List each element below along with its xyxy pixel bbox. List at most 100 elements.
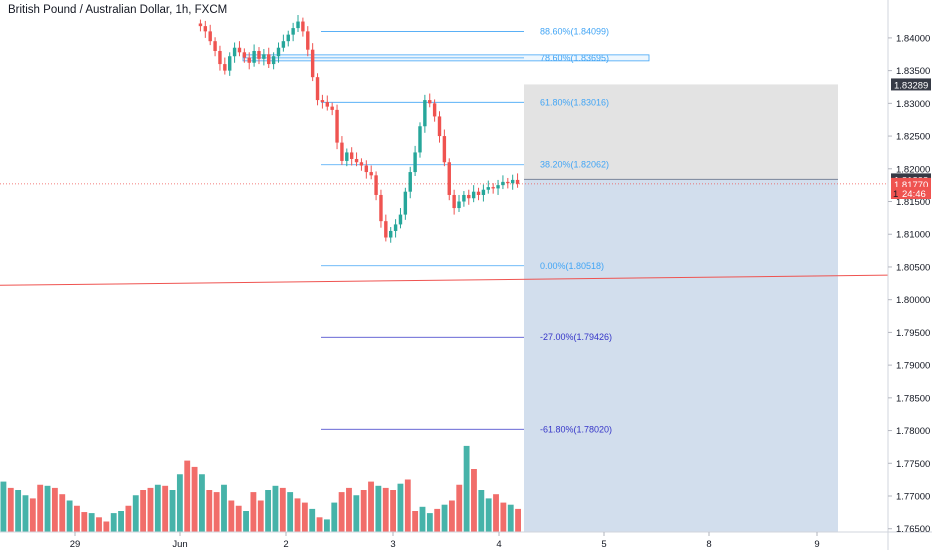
candle-body-20 [296,21,300,29]
candle-body-47 [428,100,432,104]
y-tick-label-4: 1.82000 [896,164,930,175]
candle-body-33 [359,162,364,166]
candle-body-52 [452,194,456,209]
volume-bar-36 [265,490,272,532]
candle-body-17 [281,41,286,48]
y-tick-label-12: 1.78000 [896,426,930,437]
volume-bar-50 [368,481,374,532]
volume-bar-8 [59,494,66,532]
volume-bar-57 [419,506,426,532]
fib-label-1: 78.60%(1.83695) [540,53,609,63]
volume-bar-24 [176,474,183,532]
volume-bar-25 [184,460,191,532]
volume-bar-37 [272,485,279,532]
price-tag-bg-3 [891,187,931,200]
volume-bar-29 [213,492,220,532]
fib-label-4: 0.00%(1.80518) [540,261,604,271]
candle-body-43 [408,172,412,192]
volume-bar-31 [228,500,235,532]
x-tick-label-4: 4 [496,539,501,550]
candle-body-63 [506,181,510,184]
volume-bar-32 [235,505,242,532]
volume-bar-42 [309,508,316,532]
price-tag-bg-0 [891,78,931,91]
y-tick-label-9: 1.79500 [896,328,930,339]
y-tick-label-3: 1.82500 [896,132,930,143]
volume-bar-27 [199,474,205,532]
volume-bar-26 [191,466,198,532]
volume-bar-22 [162,485,169,532]
chart-title: British Pound / Australian Dollar, 1h, F… [6,3,230,17]
y-tick-label-7: 1.80500 [896,262,930,273]
price-tag-bg-2 [891,177,931,190]
candle-body-51 [447,162,451,195]
candle-body-40 [393,224,398,231]
volume-bar-13 [96,517,102,532]
volume-bar-58 [426,513,433,532]
candle-body-5 [223,64,227,71]
y-tick-label-11: 1.78500 [896,393,930,404]
volume-bar-10 [74,505,80,532]
candle-body-26 [325,102,329,107]
volume-bar-67 [493,494,499,532]
stop-loss-zone [524,84,838,180]
y-tick-label-6: 1.81000 [896,230,930,241]
fib-label-2: 61.80%(1.83016) [540,97,609,107]
volume-bar-47 [346,487,352,532]
candle-body-18 [286,34,290,42]
candle-body-64 [510,179,515,184]
y-tick-label-13: 1.77500 [896,459,930,470]
candle-body-11 [252,50,256,63]
y-tick-label-5: 1.81500 [896,197,930,208]
candle-body-9 [242,52,247,58]
candle-body-25 [320,100,325,103]
candle-body-0 [198,23,203,27]
y-tick-label-0: 1.84000 [896,33,930,44]
volume-bar-62 [456,484,463,532]
candle-body-44 [413,152,417,173]
take-profit-zone [524,179,838,532]
candle-body-34 [364,165,369,173]
fib-label-3: 38.20%(1.82062) [540,160,609,170]
volume-bar-12 [88,513,95,532]
candle-body-28 [335,109,339,143]
volume-bar-46 [338,492,345,532]
volume-bar-55 [404,479,411,532]
volume-bar-69 [507,504,514,532]
volume-bar-53 [390,490,397,532]
candle-body-19 [291,28,295,35]
volume-bar-48 [353,495,360,532]
candle-body-6 [228,56,232,71]
volume-bar-61 [448,500,455,532]
volume-bar-1 [7,487,14,532]
volume-bar-9 [66,500,73,532]
candle-body-56 [471,191,476,199]
candle-body-37 [379,194,383,222]
trendline[interactable] [0,274,889,286]
candle-body-50 [442,136,447,163]
volume-bar-66 [485,498,492,532]
candle-body-32 [354,158,359,163]
volume-bar-6 [44,485,51,532]
volume-bar-33 [243,511,249,532]
price-tag-text-3: 24:46 [902,189,926,200]
volume-bar-63 [463,445,470,532]
candle-body-30 [345,152,349,161]
volume-bar-65 [478,490,485,532]
candle-body-10 [247,57,251,63]
volume-bar-2 [15,490,22,532]
y-tick-label-8: 1.80000 [896,295,930,306]
candle-body-38 [384,221,388,238]
volume-bar-38 [279,487,286,532]
volume-bar-41 [301,502,308,532]
candle-body-23 [310,49,315,78]
candle-body-55 [467,194,471,199]
candle-body-3 [213,41,217,51]
volume-bar-23 [169,490,176,532]
candle-body-53 [457,201,461,209]
x-tick-label-2: 2 [283,539,288,550]
candle-body-13 [262,54,266,59]
volume-bar-30 [221,484,227,532]
candle-body-36 [374,175,378,195]
